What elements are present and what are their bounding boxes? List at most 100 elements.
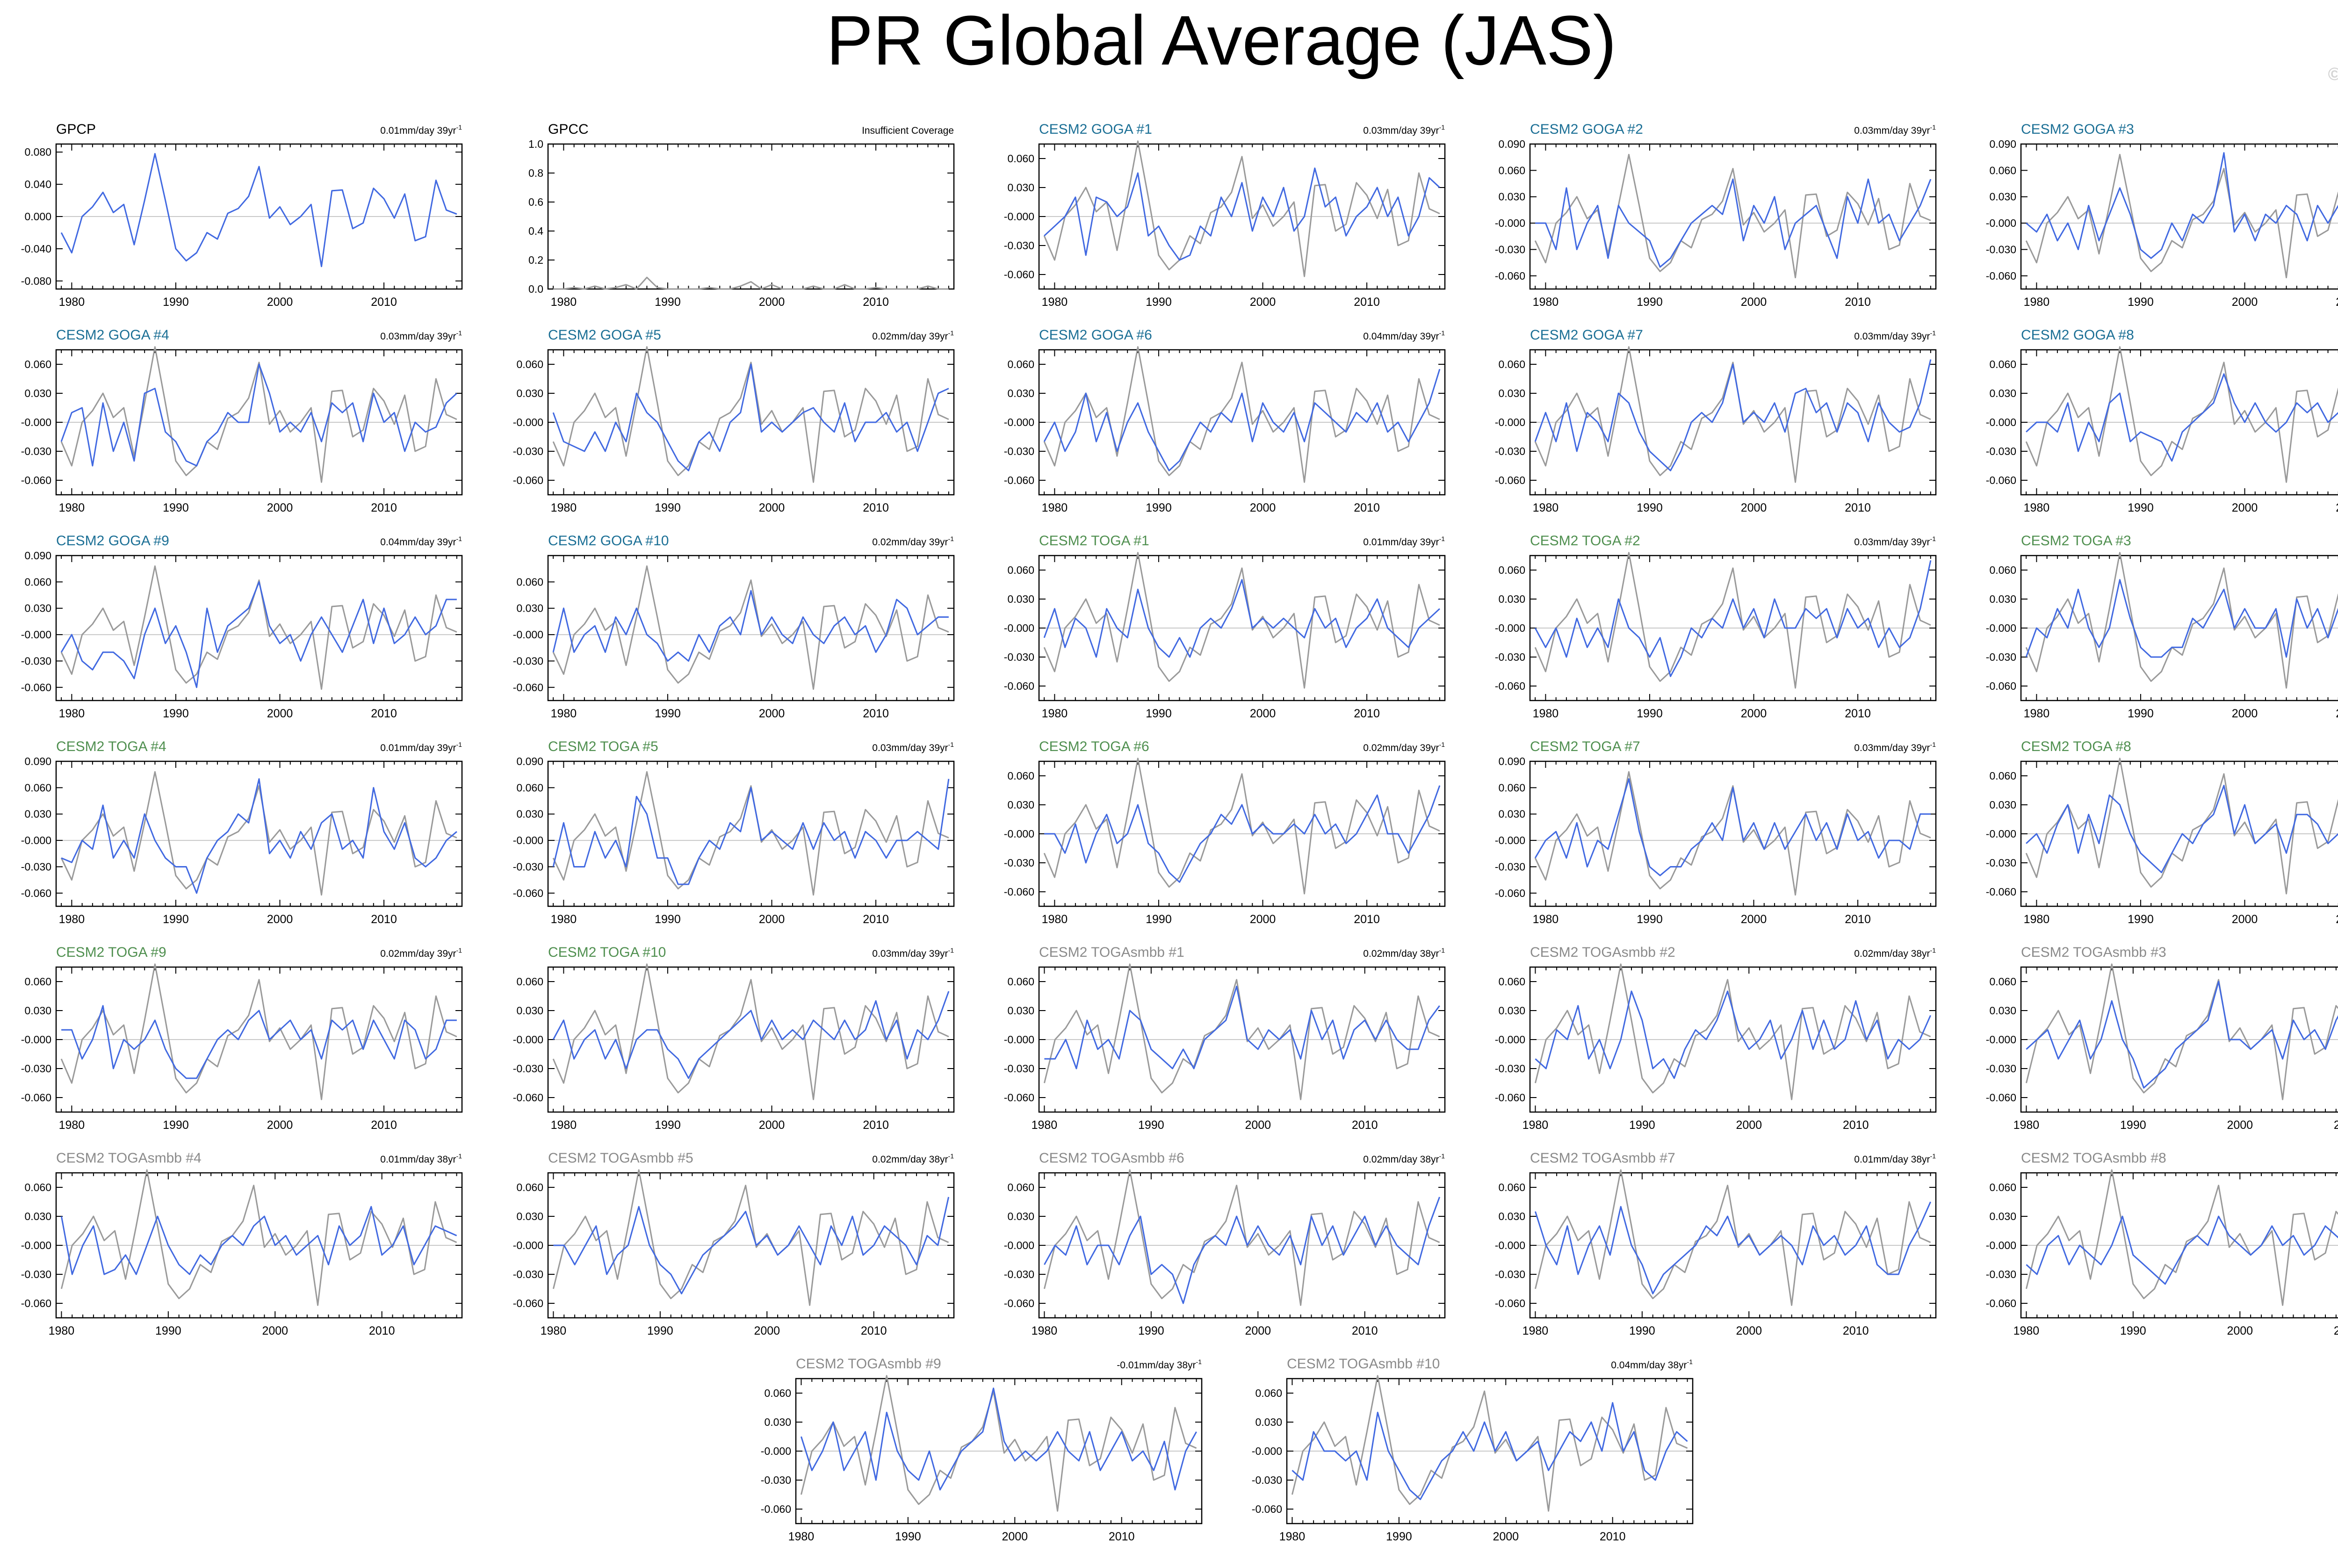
panel-17-ytick-label: -0.030 [513, 860, 543, 873]
panel-2-ytick-label: 0.4 [528, 225, 543, 237]
panel-5-series-model [2026, 152, 2338, 259]
panel-1-series-model [60, 153, 457, 267]
panel-21-trend: 0.02mm/day 39yr-1 [380, 947, 462, 959]
panel-16-xtick-label: 1990 [163, 913, 189, 926]
panel-24-trend-exponent: -1 [1930, 947, 1936, 954]
panel-23-trend-exponent: -1 [1439, 947, 1445, 954]
panel-29-trend: 0.01mm/day 38yr-1 [1854, 1152, 1936, 1165]
panel-31-ytick-label: -0.060 [761, 1503, 791, 1515]
figure-title: PR Global Average (JAS) [826, 1, 1616, 79]
panel-16-ytick-label: -0.060 [21, 887, 51, 899]
panel-13-ytick-label: -0.060 [1004, 680, 1034, 692]
panel-24-ytick-label: -0.000 [1495, 1033, 1525, 1046]
panel-30-ytick-label: 0.060 [1989, 1181, 2016, 1193]
panel-2-series-obs [553, 276, 949, 290]
panel-28-trend-text: 0.02mm/day 38yr [1363, 1154, 1439, 1165]
panel-13-ytick-label: 0.060 [1007, 564, 1034, 576]
panel-24-xtick-label: 2000 [1736, 1119, 1762, 1132]
panel-20-series-model [2026, 785, 2338, 874]
panel-12-ytick-label: 0.060 [516, 576, 543, 588]
panel-11-ytick-label: 0.090 [24, 549, 51, 562]
panel-28-xtick-label: 1990 [1138, 1324, 1164, 1337]
panel-24-xtick-label: 1980 [1523, 1119, 1549, 1132]
panel-23-ytick-label: -0.060 [1004, 1091, 1034, 1104]
panel-23-xtick-label: 1990 [1138, 1119, 1164, 1132]
panel-13-series-obs [1043, 552, 1440, 689]
panel-29-title: CESM2 TOGAsmbb #7 [1530, 1150, 1675, 1166]
panel-19-ytick-label: 0.060 [1498, 781, 1525, 794]
panel-11-trend-exponent: -1 [456, 535, 462, 542]
panel-11-title: CESM2 GOGA #9 [56, 533, 169, 549]
panel-26-trend-exponent: -1 [456, 1152, 462, 1160]
panel-4-xtick-label: 1990 [1637, 296, 1663, 309]
panel-21-xtick-label: 1990 [163, 1119, 189, 1132]
panel-27-ytick-label: -0.030 [513, 1268, 543, 1280]
panel-28-xtick-label: 2000 [1245, 1324, 1271, 1337]
panel-7-trend-text: 0.02mm/day 39yr [872, 331, 948, 342]
panel-14-ytick-label: -0.000 [1495, 622, 1525, 634]
panel-19-ytick-label: -0.060 [1495, 887, 1525, 899]
panel-14-trend-exponent: -1 [1930, 535, 1936, 542]
panel-2-ytick-label: 0.0 [528, 283, 543, 295]
panel-17-xtick-label: 1980 [551, 913, 577, 926]
panel-24-ytick-label: -0.060 [1495, 1091, 1525, 1104]
panel-25-xtick-label: 1980 [2013, 1119, 2040, 1132]
panel-4-trend-text: 0.03mm/day 39yr [1854, 125, 1930, 136]
panel-15-series-model [2025, 579, 2338, 658]
panel-18-xtick-label: 1980 [1042, 913, 1068, 926]
panel-1-ytick-label: 0.040 [24, 178, 51, 190]
panel-22-xtick-label: 2010 [863, 1119, 889, 1132]
panel-30-ytick-label: -0.000 [1986, 1239, 2016, 1251]
panel-10-ytick-label: 0.030 [1989, 387, 2016, 399]
panel-3-trend-exponent: -1 [1439, 123, 1445, 131]
panel-8-xtick-label: 2010 [1354, 501, 1380, 514]
panel-6-ytick-label: -0.060 [21, 474, 51, 486]
panel-22-xtick-label: 1990 [655, 1119, 681, 1132]
panel-9-ytick-label: 0.060 [1498, 358, 1525, 370]
panel-11-ytick-label: 0.060 [24, 576, 51, 588]
panel-15-ytick-label: -0.030 [1986, 651, 2016, 663]
panel-28-series-model [1044, 1197, 1441, 1304]
panel-1-xtick-label: 2010 [371, 296, 397, 309]
panel-31-trend-text: -0.01mm/day 38yr [1117, 1360, 1196, 1371]
panel-25-xtick-label: 2000 [2227, 1119, 2253, 1132]
panel-32-xtick-label: 2010 [1600, 1530, 1626, 1543]
panel-16-title: CESM2 TOGA #4 [56, 739, 166, 754]
panel-3-series-obs [1043, 140, 1440, 277]
panel-13-title: CESM2 TOGA #1 [1039, 533, 1149, 549]
panel-29-xtick-label: 2000 [1736, 1324, 1762, 1337]
panel-17-ytick-label: 0.090 [516, 755, 543, 767]
panel-5-frame [2020, 143, 2338, 290]
panel-14-xtick-label: 2010 [1845, 707, 1871, 720]
panel-10-ytick-label: 0.060 [1989, 358, 2016, 370]
panel-14-xtick-label: 1990 [1637, 707, 1663, 720]
panel-27-ytick-label: -0.000 [513, 1239, 543, 1251]
panel-7-ytick-label: 0.060 [516, 358, 543, 370]
panel-8-ytick-label: -0.060 [1004, 474, 1034, 486]
panel-9-ytick-label: 0.030 [1498, 387, 1525, 399]
panel-14-ytick-label: 0.060 [1498, 564, 1525, 576]
panel-22-xtick-label: 2000 [759, 1119, 785, 1132]
panel-17-trend: 0.03mm/day 39yr-1 [872, 741, 954, 753]
panel-15-ytick-label: -0.000 [1986, 622, 2016, 634]
panel-3-trend: 0.03mm/day 39yr-1 [1363, 123, 1445, 136]
panel-4-trend-exponent: -1 [1930, 123, 1936, 131]
panel-6-xtick-label: 2000 [267, 501, 293, 514]
panel-26-series-obs [60, 1169, 457, 1306]
panel-3-title: CESM2 GOGA #1 [1039, 122, 1152, 137]
panel-30-series-obs [2025, 1169, 2338, 1306]
panel-6-trend-text: 0.03mm/day 39yr [380, 331, 456, 342]
panel-18-series-obs [1043, 758, 1440, 895]
panel-24-ytick-label: 0.030 [1498, 1004, 1525, 1017]
panel-5-title: CESM2 GOGA #3 [2021, 122, 2134, 137]
panel-30-ytick-label: 0.030 [1989, 1210, 2016, 1222]
panel-12-trend-text: 0.02mm/day 39yr [872, 537, 948, 548]
panel-17-xtick-label: 2000 [759, 913, 785, 926]
panel-23-ytick-label: -0.000 [1004, 1033, 1034, 1046]
panel-25-ytick-label: 0.030 [1989, 1004, 2016, 1017]
panel-30-xtick-label: 1990 [2120, 1324, 2146, 1337]
panel-8-title: CESM2 GOGA #6 [1039, 327, 1152, 343]
panel-6-xtick-label: 2010 [371, 501, 397, 514]
panel-11-xtick-label: 2000 [267, 707, 293, 720]
panel-21-ytick-label: -0.060 [21, 1091, 51, 1104]
